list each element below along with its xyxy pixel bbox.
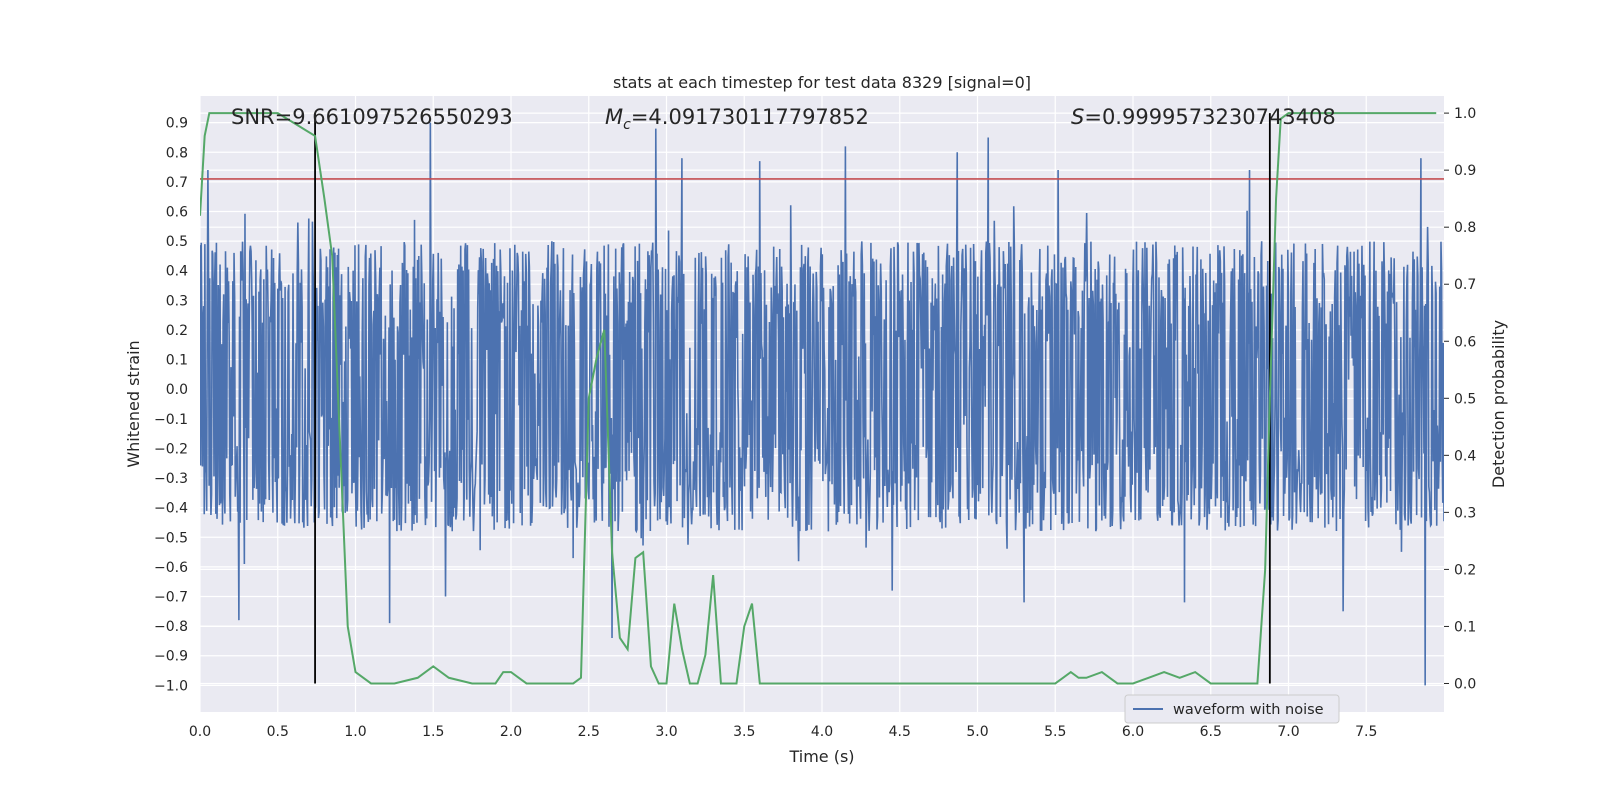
- y-left-axis-label: Whitened strain: [124, 340, 143, 467]
- x-tick-label: 0.5: [267, 724, 289, 740]
- y-right-tick-label: 1.0: [1454, 106, 1476, 122]
- x-tick-label: 2.0: [500, 724, 522, 740]
- y-right-tick-label: 0.0: [1454, 676, 1476, 692]
- x-tick-label: 0.0: [189, 724, 211, 740]
- x-tick-label: 7.0: [1277, 724, 1299, 740]
- y-left-tick-label: 0.1: [166, 353, 188, 369]
- y-left-tick-label: −0.4: [154, 501, 188, 517]
- y-right-tick-label: 0.7: [1454, 277, 1476, 293]
- x-tick-label: 6.0: [1122, 724, 1144, 740]
- chirp-mass-symbol: M: [605, 105, 623, 129]
- chirp-mass-annotation: Mc=4.091730117797852: [605, 105, 869, 133]
- y-left-tick-label: −1.0: [154, 678, 188, 694]
- y-right-axis-label: Detection probability: [1489, 320, 1508, 488]
- chirp-mass-value: =4.091730117797852: [631, 105, 869, 129]
- y-left-tick-label: −0.6: [154, 560, 188, 576]
- y-right-tick-label: 0.4: [1454, 448, 1476, 464]
- y-right-tick-label: 0.2: [1454, 562, 1476, 578]
- y-left-tick-label: −0.2: [154, 441, 188, 457]
- x-axis-ticks: 0.0 0.5 1.0 1.5 2.0 2.5 3.0 3.5 4.0 4.5 5.0 5.5 6.0 6…: [189, 724, 1378, 740]
- y-left-tick-label: −0.5: [154, 530, 188, 546]
- detection-score-symbol: S: [1071, 105, 1084, 129]
- detection-score-annotation: S=0.9999573230743408: [1071, 105, 1336, 129]
- chart-title: stats at each timestep for test data 832…: [613, 73, 1031, 92]
- y-left-tick-label: −0.1: [154, 412, 188, 428]
- chirp-mass-subscript: c: [623, 117, 631, 133]
- y-left-tick-label: 0.6: [166, 205, 188, 221]
- y-left-tick-label: 0.2: [166, 323, 188, 339]
- detection-score-value: =0.9999573230743408: [1084, 105, 1335, 129]
- y-left-tick-label: 0.5: [166, 234, 188, 250]
- y-right-tick-label: 0.9: [1454, 163, 1476, 179]
- y-left-tick-label: 0.7: [166, 175, 188, 191]
- legend-box: [1124, 694, 1340, 724]
- x-tick-label: 6.5: [1200, 724, 1222, 740]
- y-left-tick-label: 0.4: [166, 264, 188, 280]
- x-axis-label: Time (s): [788, 747, 854, 766]
- y-left-tick-label: 0.9: [166, 116, 188, 132]
- x-tick-label: 4.5: [889, 724, 911, 740]
- probability-series: [200, 112, 1437, 685]
- y-left-tick-label: −0.7: [154, 590, 188, 606]
- y-right-tick-label: 0.8: [1454, 220, 1476, 236]
- y-left-tick-label: −0.8: [154, 619, 188, 635]
- y-left-tick-label: −0.9: [154, 649, 188, 665]
- x-tick-label: 7.5: [1355, 724, 1377, 740]
- x-tick-label: 3.0: [655, 724, 677, 740]
- y-left-tick-label: 0.8: [166, 145, 188, 161]
- x-tick-label: 1.0: [344, 724, 366, 740]
- y-right-tick-label: 0.1: [1454, 619, 1476, 635]
- y-left-tick-label: 0.3: [166, 293, 188, 309]
- x-tick-label: 5.0: [966, 724, 988, 740]
- y-right-tick-label: 0.3: [1454, 505, 1476, 521]
- x-tick-label: 5.5: [1044, 724, 1066, 740]
- x-tick-label: 1.5: [422, 724, 444, 740]
- legend-entry-waveform: waveform with noise: [1173, 702, 1324, 718]
- y-right-tick-label: 0.6: [1454, 334, 1476, 350]
- y-left-axis-ticks: 0.9 0.8 0.7 0.6 0.5 0.4 0.3 0.2 0.1 0.0 −0.1 −0.2 −0…: [154, 116, 188, 695]
- x-tick-label: 2.5: [578, 724, 600, 740]
- y-left-tick-label: 0.0: [166, 382, 188, 398]
- waveform-series: [200, 122, 1444, 686]
- snr-annotation: SNR=9.661097526550293: [231, 105, 513, 129]
- y-right-axis-ticks: 1.0 0.9 0.8 0.7 0.6 0.5 0.4 0.3 0.2 0.1 0.0: [1444, 106, 1476, 692]
- y-right-tick-label: 0.5: [1454, 391, 1476, 407]
- x-tick-label: 4.0: [811, 724, 833, 740]
- legend: waveform with noise: [1124, 694, 1340, 724]
- y-left-tick-label: −0.3: [154, 471, 188, 487]
- x-tick-label: 3.5: [733, 724, 755, 740]
